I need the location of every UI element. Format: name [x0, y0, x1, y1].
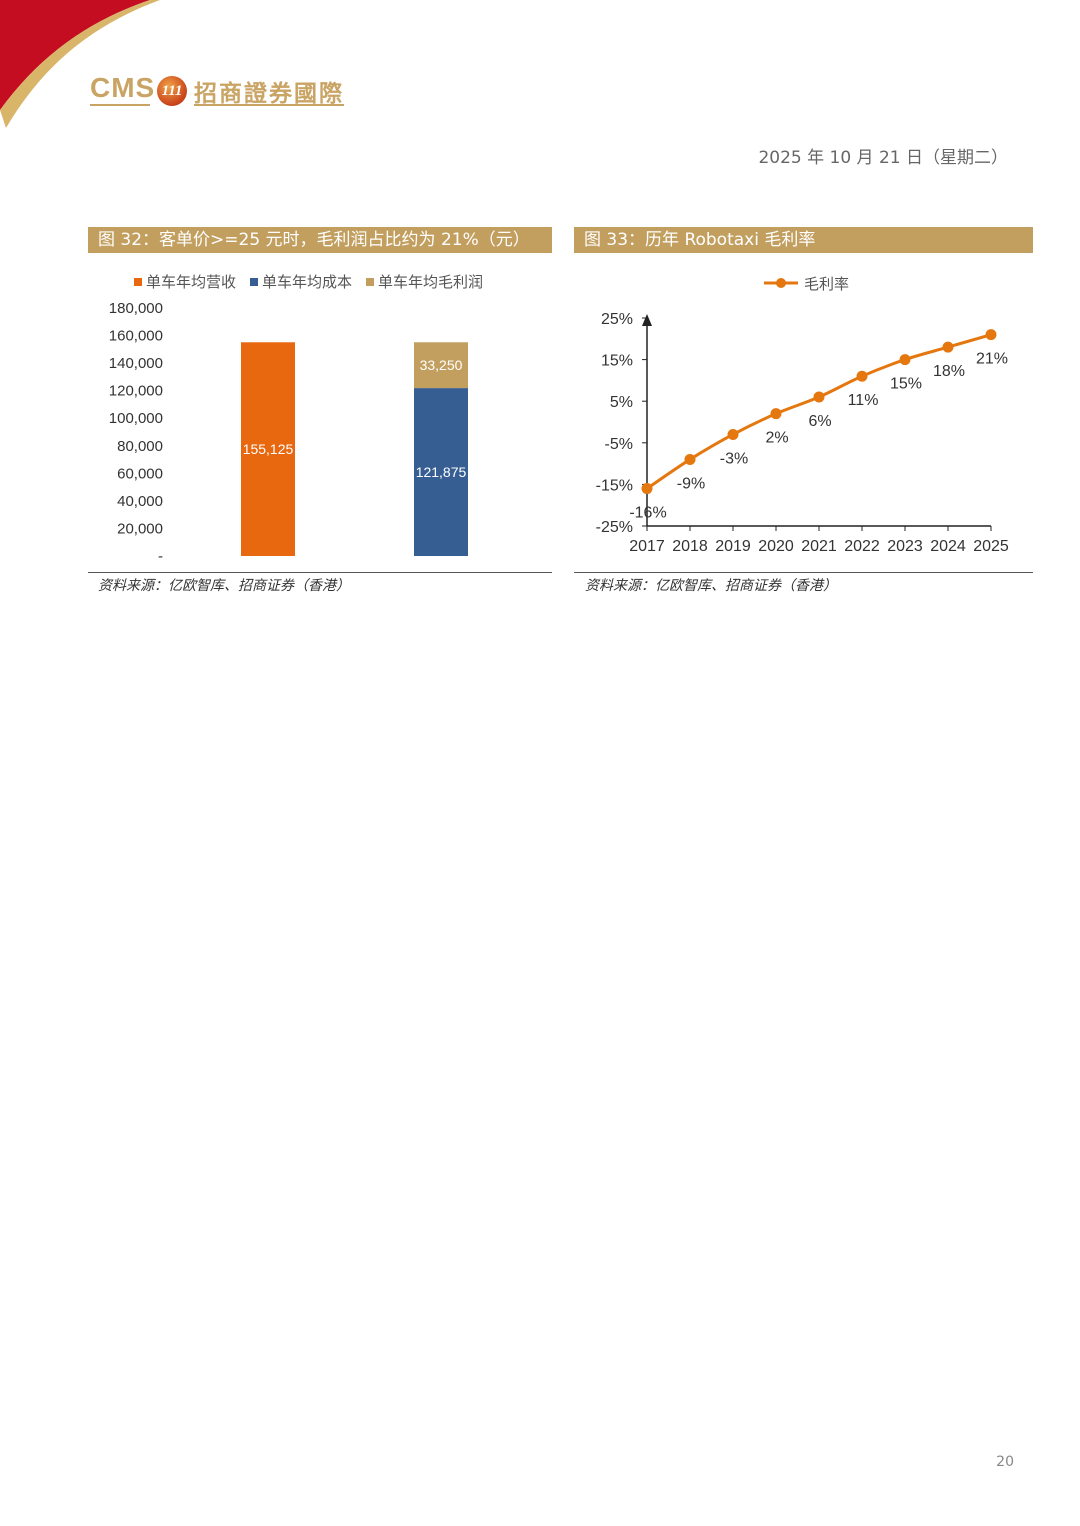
logo-cms-text: CMS — [90, 72, 156, 103]
figure-33-title: 图 33：历年 Robotaxi 毛利率 — [574, 227, 1033, 253]
y-tick-label: 40,000 — [117, 493, 163, 510]
y-tick-label: 160,000 — [109, 328, 163, 345]
bar-segment — [414, 342, 468, 389]
y-tick-label: 15% — [601, 353, 633, 370]
y-axis-arrow — [642, 314, 652, 326]
report-date: 2025 年 10 月 21 日（星期二） — [758, 148, 1008, 168]
figure-32-stacked-bar-chart: 单车年均营收 单车年均成本 单车年均毛利润 - 20,000 40,000 60,000 80… — [109, 274, 483, 565]
data-label: 15% — [890, 376, 922, 393]
figure-32-title: 图 32：客单价>=25 元时，毛利润占比约为 21%（元） — [88, 227, 552, 253]
x-tick-label: 2025 — [973, 538, 1009, 555]
bar-segment — [414, 388, 468, 556]
y-tick-label: 80,000 — [117, 438, 163, 455]
legend-label-0: 单车年均营收 — [146, 274, 236, 291]
x-tick-label: 2018 — [672, 538, 708, 555]
y-tick-label: 140,000 — [109, 355, 163, 372]
header-corner-decoration — [0, 0, 160, 128]
y-tick-label: - — [158, 548, 163, 565]
legend-swatch-0 — [134, 278, 142, 286]
data-label: -9% — [677, 475, 705, 492]
data-point — [942, 341, 954, 353]
logo-underline — [90, 104, 150, 106]
y-tick-label: 5% — [610, 394, 633, 411]
y-tick-label: 25% — [601, 311, 633, 328]
legend-swatch-2 — [366, 278, 374, 286]
data-label: 11% — [848, 392, 879, 409]
data-label: -16% — [629, 505, 666, 522]
data-point — [985, 329, 997, 341]
x-tick-label: 2017 — [629, 538, 665, 555]
logo-chinese-name: 招商證券國際 — [194, 80, 344, 107]
legend-label: 毛利率 — [804, 276, 849, 293]
figure-32-source-rule — [88, 572, 552, 573]
bar-data-label: 155,125 — [243, 441, 294, 457]
data-point — [856, 370, 868, 382]
x-tick-label: 2023 — [887, 538, 923, 555]
legend-label-2: 单车年均毛利润 — [378, 274, 483, 291]
legend-label-1: 单车年均成本 — [262, 274, 352, 291]
x-tick-label: 2024 — [930, 538, 966, 555]
figure-33-line-chart: 毛利率 -25% -15% -5% 5% 15% 25% 2017 2018 2019 2020 20… — [596, 276, 1009, 555]
legend-swatch-1 — [250, 278, 258, 286]
y-tick-label: 20,000 — [117, 520, 163, 537]
y-tick-label: 120,000 — [109, 383, 163, 400]
data-point — [641, 483, 653, 495]
bar-segment — [241, 342, 295, 556]
data-label: 2% — [765, 430, 788, 447]
figure-33-source: 资料来源：亿欧智库、招商证券（香港） — [585, 578, 837, 594]
data-label: 18% — [933, 363, 965, 380]
y-tick-label: -15% — [596, 477, 633, 494]
x-tick-label: 2019 — [715, 538, 751, 555]
bar-data-label: 33,250 — [420, 357, 463, 373]
figure-33-source-rule — [574, 572, 1033, 573]
series-line — [646, 333, 992, 490]
x-tick-label: 2021 — [801, 538, 837, 555]
logo-badge: 111 — [157, 76, 187, 106]
data-point — [813, 391, 825, 403]
figure-32-source: 资料来源：亿欧智库、招商证券（香港） — [98, 578, 350, 594]
bar-data-label: 121,875 — [416, 464, 467, 480]
data-point — [684, 453, 696, 465]
data-label: 6% — [808, 413, 831, 430]
y-tick-label: -25% — [596, 519, 633, 536]
logo-underline — [194, 104, 344, 106]
y-tick-label: 60,000 — [117, 465, 163, 482]
x-tick-label: 2020 — [758, 538, 794, 555]
data-point — [899, 354, 911, 366]
data-point — [770, 408, 782, 420]
data-point — [727, 428, 739, 440]
legend-marker — [776, 278, 786, 288]
x-tick-label: 2022 — [844, 538, 880, 555]
page-number: 20 — [996, 1454, 1014, 1470]
y-tick-label: 100,000 — [109, 410, 163, 427]
data-label: -3% — [720, 450, 748, 467]
y-tick-label: -5% — [605, 436, 633, 453]
data-label: 21% — [976, 351, 1008, 368]
y-tick-label: 180,000 — [109, 300, 163, 317]
